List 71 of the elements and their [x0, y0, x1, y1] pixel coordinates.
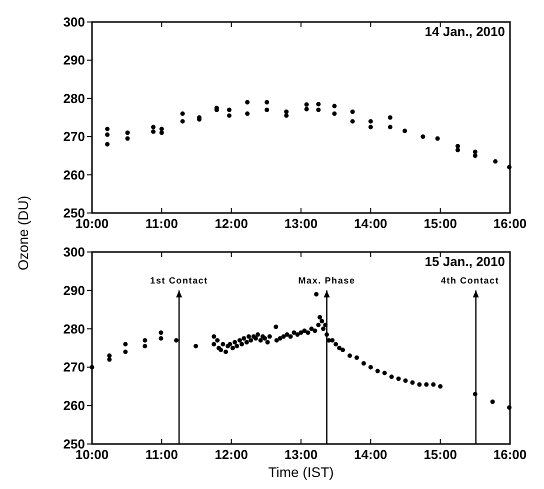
y-tick-label: 290	[63, 52, 85, 68]
x-tick-label: 12:00	[214, 216, 248, 231]
x-tick-label: 12:00	[214, 447, 248, 462]
point	[284, 113, 289, 118]
point	[316, 108, 321, 112]
x-axis-title: Time (IST)	[268, 464, 334, 480]
point	[507, 164, 512, 170]
point	[180, 119, 185, 124]
point	[151, 129, 156, 134]
x-tick-label: 13:00	[284, 447, 318, 462]
point	[472, 153, 478, 158]
point	[332, 111, 337, 116]
point	[159, 130, 164, 136]
x-tick-label: 15:00	[424, 447, 457, 462]
point	[350, 110, 355, 114]
ref-line-label: 1st Contact	[150, 275, 208, 286]
y-tick-label: 280	[63, 90, 85, 106]
point	[151, 124, 156, 130]
y-tick-label: 260	[63, 167, 85, 182]
point	[264, 108, 270, 112]
y-tick-label: 250	[63, 206, 85, 220]
point	[105, 132, 110, 137]
point	[159, 126, 164, 132]
point	[402, 128, 408, 134]
point	[105, 142, 110, 146]
chart-title: 14 Jan., 2010	[424, 24, 505, 39]
point	[368, 124, 373, 130]
point	[226, 108, 232, 112]
y-tick-label: 300	[63, 14, 85, 30]
point	[316, 102, 321, 106]
y-tick-label: 260	[63, 398, 85, 414]
x-tick-label: 14:00	[354, 447, 388, 462]
y-tick-label: 270	[63, 360, 85, 375]
x-tick-label: 13:00	[284, 216, 318, 231]
x-tick-label: 15:00	[424, 216, 457, 231]
point	[420, 134, 426, 139]
x-tick-label: 16:00	[493, 447, 527, 462]
point	[388, 124, 392, 130]
ref-line-label: 4th Contact	[440, 275, 500, 286]
point	[304, 102, 309, 107]
x-tick-label: 11:00	[145, 216, 178, 231]
ref-line-label: Max. Phase	[298, 275, 356, 286]
point	[493, 159, 498, 164]
point	[435, 136, 440, 141]
point	[105, 126, 110, 132]
x-tick-label: 14:00	[354, 216, 388, 231]
point	[368, 119, 373, 124]
point	[226, 113, 232, 118]
point	[455, 144, 460, 148]
point	[332, 104, 337, 108]
chart-title: 15 Jan., 2010	[424, 254, 505, 269]
y-tick-label: 270	[63, 129, 85, 144]
point	[264, 100, 270, 104]
point	[455, 148, 460, 152]
y-tick-label: 250	[63, 436, 85, 452]
y-tick-label: 280	[63, 321, 85, 336]
y-tick-label: 300	[63, 244, 85, 260]
point	[245, 100, 250, 104]
point	[304, 106, 309, 112]
point	[472, 150, 478, 154]
point	[388, 115, 392, 120]
point	[245, 111, 250, 116]
y-axis-title: Ozone (DU)	[15, 196, 31, 270]
point	[125, 130, 130, 136]
x-tick-label: 11:00	[145, 447, 178, 462]
point	[284, 110, 289, 114]
point	[180, 111, 185, 116]
x-tick-label: 16:00	[493, 216, 527, 231]
point	[125, 136, 130, 141]
y-tick-label: 290	[63, 282, 85, 298]
point	[350, 119, 355, 124]
